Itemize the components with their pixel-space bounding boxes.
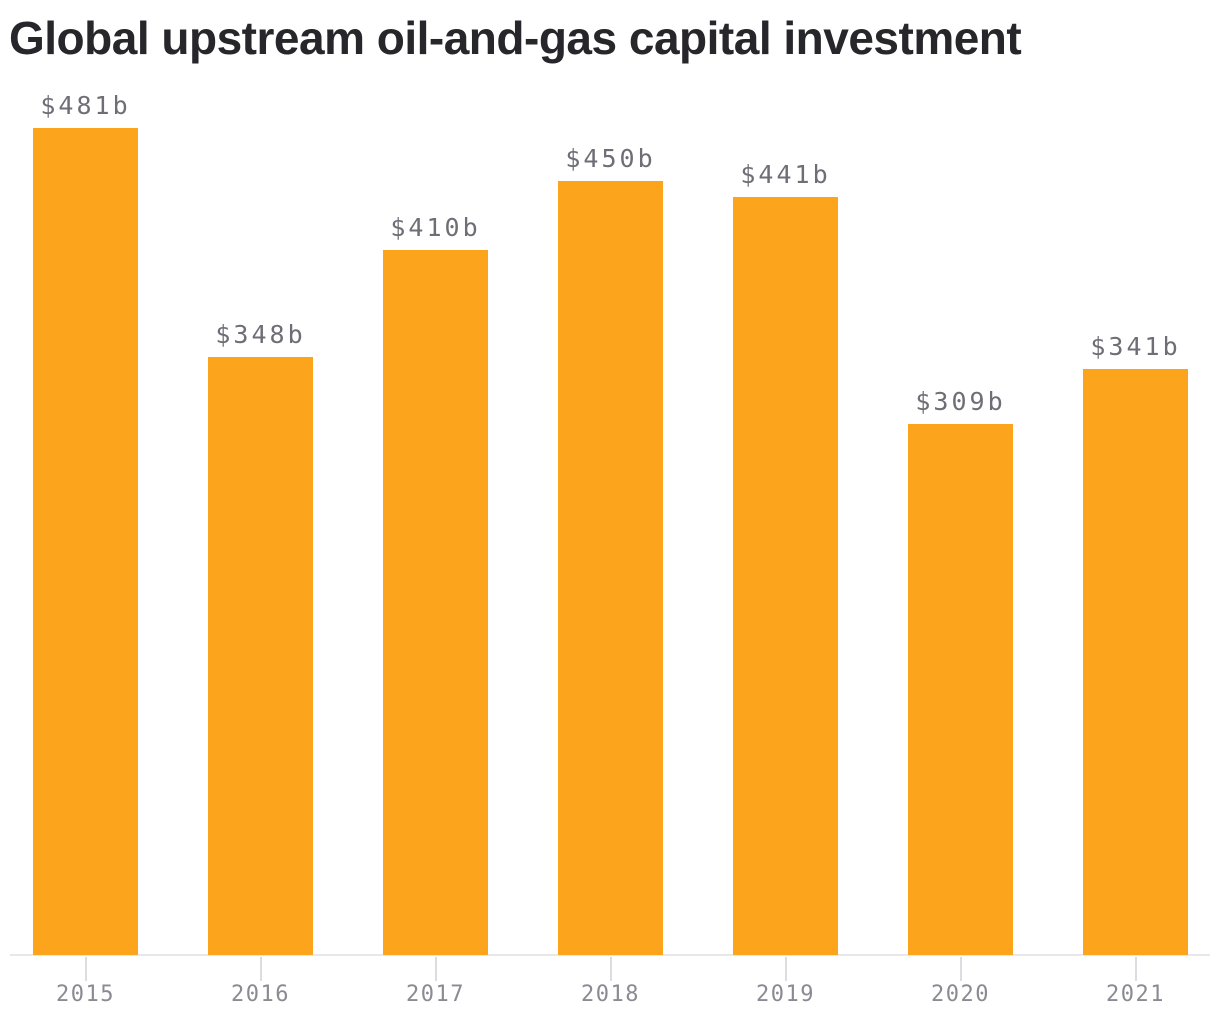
x-axis-tick bbox=[609, 957, 612, 981]
x-axis-tick bbox=[259, 957, 262, 981]
bar-value-label: $441b bbox=[740, 160, 831, 189]
bar bbox=[208, 357, 313, 955]
x-axis-label: 2020 bbox=[931, 982, 990, 1007]
bar bbox=[558, 181, 663, 955]
chart-title: Global upstream oil-and-gas capital inve… bbox=[9, 12, 1022, 64]
x-axis-label: 2021 bbox=[1106, 982, 1165, 1007]
x-axis-tick bbox=[434, 957, 437, 981]
x-axis-tick bbox=[1134, 957, 1137, 981]
x-axis-label: 2019 bbox=[756, 982, 815, 1007]
bar-value-label: $481b bbox=[40, 91, 131, 120]
bar-value-label: $450b bbox=[565, 144, 656, 173]
x-axis-tick bbox=[784, 957, 787, 981]
x-axis-label: 2018 bbox=[581, 982, 640, 1007]
bar bbox=[1083, 369, 1188, 955]
bar bbox=[733, 197, 838, 955]
bar-value-label: $348b bbox=[215, 320, 306, 349]
bar bbox=[908, 424, 1013, 955]
x-axis-tick bbox=[84, 957, 87, 981]
bar bbox=[383, 250, 488, 955]
x-axis-line bbox=[10, 954, 1210, 956]
bar bbox=[33, 128, 138, 955]
x-axis-label: 2016 bbox=[231, 982, 290, 1007]
bar-value-label: $341b bbox=[1090, 332, 1181, 361]
bar-value-label: $309b bbox=[915, 387, 1006, 416]
x-axis-label: 2017 bbox=[406, 982, 465, 1007]
bar-value-label: $410b bbox=[390, 213, 481, 242]
x-axis-label: 2015 bbox=[56, 982, 115, 1007]
x-axis-tick bbox=[959, 957, 962, 981]
